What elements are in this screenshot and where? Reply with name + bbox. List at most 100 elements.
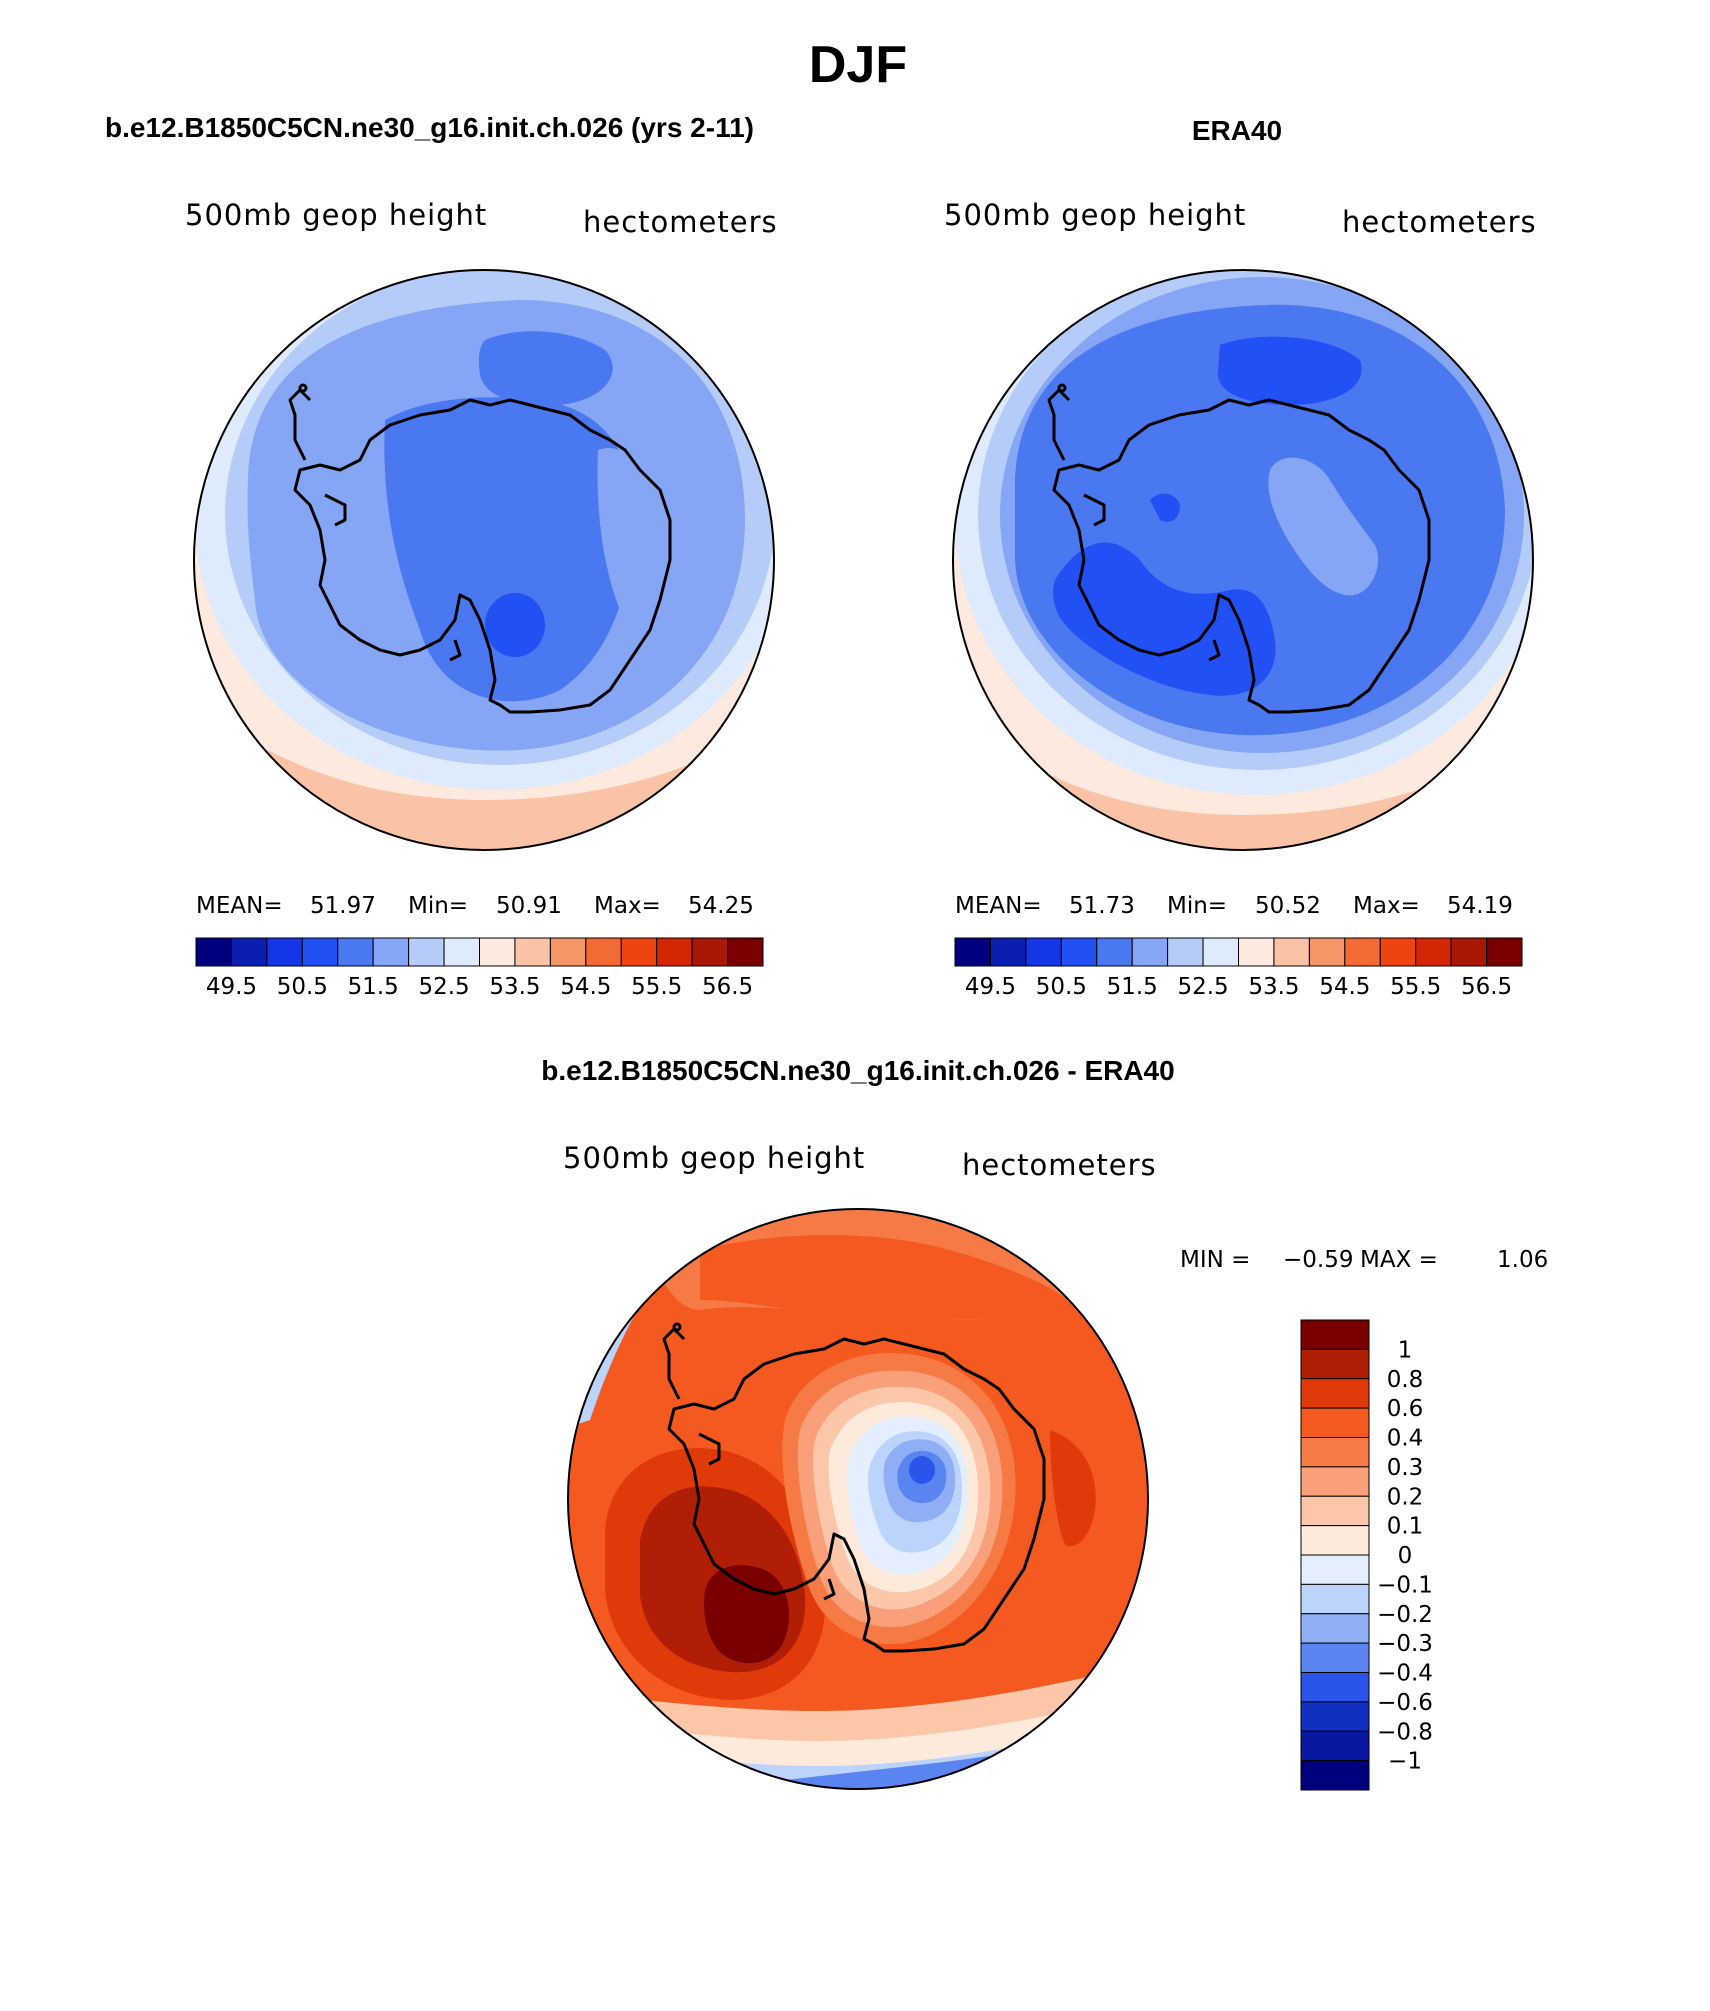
panel-reanalysis-colorbar-swatch	[1273, 937, 1310, 967]
panel-model-colorbar-tick-label: 51.5	[348, 974, 399, 1000]
panel-reanalysis-coastline	[1047, 383, 1431, 714]
panel-difference-map-border	[567, 1208, 1149, 1790]
panel-difference-colorbar-swatch	[1300, 1701, 1370, 1732]
panel-reanalysis-colorbar-tick-label: 52.5	[1177, 974, 1228, 1000]
panel-difference-colorbar-swatch	[1300, 1348, 1370, 1380]
panel-model-colorbar-swatch	[443, 937, 480, 967]
panel-reanalysis-colorbar-swatch	[1167, 937, 1204, 967]
panel-difference-colorbar: 1 0.8 0.6 0.4 0.3 0.2 0.1 0 −0.1 −0.2 −0.3 −0.4 −0.6…	[1300, 1319, 1433, 1791]
panel-model: b.e12.B1850C5CN.ne30_g16.init.ch.026 (yr…	[105, 112, 778, 1000]
panel-model-min-value: 50.91	[496, 893, 562, 919]
panel-reanalysis-max-label: Max=	[1353, 893, 1420, 919]
panel-reanalysis-colorbar-swatch	[1308, 937, 1346, 967]
panel-difference-colorbar-tick-label: −0.1	[1377, 1572, 1433, 1598]
panel-difference-variable-label: 500mb geop height	[563, 1141, 865, 1175]
panel-difference-max-label: MAX =	[1360, 1247, 1438, 1273]
panel-model-min-label: Min=	[408, 893, 468, 919]
panel-reanalysis-colorbar-tick-label: 51.5	[1107, 974, 1158, 1000]
panel-model-colorbar-tick-label: 50.5	[277, 974, 328, 1000]
panel-model-units-label: hectometers	[583, 205, 778, 239]
panel-model-colorbar-swatch	[337, 937, 374, 967]
panel-model-header: b.e12.B1850C5CN.ne30_g16.init.ch.026 (yr…	[105, 112, 754, 143]
panel-difference-min-label: MIN =	[1180, 1247, 1250, 1273]
panel-difference-colorbar-tick-label: 0.1	[1387, 1514, 1424, 1540]
panel-model-colorbar-tick-label: 56.5	[702, 974, 753, 1000]
panel-reanalysis-colorbar-swatch	[1096, 937, 1133, 967]
panel-model-map-border	[193, 269, 775, 851]
panel-difference-coastline	[662, 1322, 1046, 1653]
panel-reanalysis-max-value: 54.19	[1447, 893, 1513, 919]
panel-model-colorbar-tick-label: 52.5	[418, 974, 469, 1000]
panel-model-colorbar-swatch	[230, 937, 268, 967]
panel-difference-colorbar-swatch	[1300, 1466, 1370, 1497]
panel-difference-colorbar-swatch	[1300, 1730, 1370, 1762]
panel-model-coastline	[288, 383, 672, 714]
panel-model-mean-value: 51.97	[310, 893, 376, 919]
panel-difference-colorbar-tick-label: −0.8	[1377, 1719, 1433, 1745]
panel-reanalysis-colorbar-swatch	[1486, 937, 1523, 967]
panel-reanalysis-units-label: hectometers	[1342, 205, 1537, 239]
panel-reanalysis-colorbar-tick-label: 53.5	[1248, 974, 1299, 1000]
panel-reanalysis-colorbar-swatch	[1131, 937, 1169, 967]
panel-reanalysis-map-border	[952, 269, 1534, 851]
panel-model-colorbar-swatch	[372, 937, 410, 967]
panel-model-colorbar-tick-label: 55.5	[631, 974, 682, 1000]
panel-reanalysis-colorbar-swatch	[1238, 937, 1275, 967]
panel-model-max-value: 54.25	[688, 893, 754, 919]
panel-reanalysis-mean-value: 51.73	[1069, 893, 1135, 919]
panel-reanalysis-header: ERA40	[1192, 115, 1282, 146]
panel-reanalysis-colorbar-swatch	[1344, 937, 1381, 967]
panel-model-colorbar-swatch	[266, 937, 303, 967]
panel-difference-map	[568, 1209, 1148, 1789]
panel-reanalysis-min-value: 50.52	[1255, 893, 1321, 919]
panel-model-colorbar-swatch	[656, 937, 693, 967]
panel-reanalysis: ERA40 500mb geop height hectometers MEAN…	[944, 115, 1537, 1000]
panel-model-colorbar-tick-label: 49.5	[206, 974, 257, 1000]
panel-difference-colorbar-swatch	[1300, 1319, 1370, 1350]
panel-reanalysis-colorbar-tick-label: 50.5	[1036, 974, 1087, 1000]
panel-difference-colorbar-swatch	[1300, 1760, 1370, 1791]
panel-model-mean-label: MEAN=	[196, 893, 283, 919]
panel-reanalysis-colorbar-swatch	[1025, 937, 1062, 967]
panel-reanalysis-colorbar-swatch	[954, 937, 991, 967]
panel-model-colorbar-swatch	[408, 937, 445, 967]
panel-difference-colorbar-tick-label: 0.3	[1387, 1455, 1424, 1481]
panel-difference: b.e12.B1850C5CN.ne30_g16.init.ch.026 - E…	[541, 1055, 1548, 1791]
panel-difference-colorbar-tick-label: −0.2	[1377, 1602, 1433, 1628]
panel-difference-colorbar-tick-label: 1	[1398, 1337, 1413, 1363]
panel-model-colorbar-swatch	[620, 937, 658, 967]
panel-reanalysis-colorbar-swatch	[1415, 937, 1452, 967]
panel-reanalysis-colorbar-swatch	[1450, 937, 1488, 967]
panel-reanalysis-colorbar-swatch	[989, 937, 1027, 967]
panel-reanalysis-colorbar-tick-label: 56.5	[1461, 974, 1512, 1000]
figure-title: DJF	[809, 36, 907, 94]
panel-reanalysis-mean-label: MEAN=	[955, 893, 1042, 919]
panel-reanalysis-colorbar-tick-label: 49.5	[965, 974, 1016, 1000]
panel-reanalysis-map	[953, 270, 1533, 850]
panel-model-colorbar-swatch	[195, 937, 232, 967]
panel-model-colorbar-swatch	[514, 937, 551, 967]
panel-difference-header: b.e12.B1850C5CN.ne30_g16.init.ch.026 - E…	[541, 1055, 1174, 1086]
panel-difference-max-value: 1.06	[1497, 1247, 1548, 1273]
panel-model-stats: MEAN= 51.97 Min= 50.91 Max= 54.25	[196, 893, 754, 919]
panel-difference-colorbar-tick-label: −1	[1388, 1749, 1422, 1775]
panel-difference-colorbar-tick-label: 0.2	[1387, 1484, 1424, 1510]
panel-difference-colorbar-swatch	[1300, 1525, 1370, 1556]
panel-difference-colorbar-swatch	[1300, 1554, 1370, 1585]
panel-difference-colorbar-swatch	[1300, 1642, 1370, 1673]
panel-model-colorbar-swatch	[585, 937, 622, 967]
panel-difference-colorbar-tick-label: 0.6	[1387, 1396, 1424, 1422]
panel-model-colorbar: 49.5 50.5 51.5 52.5 53.5 54.5 55.5 56.5	[195, 937, 764, 1000]
panel-reanalysis-min-label: Min=	[1167, 893, 1227, 919]
panel-difference-colorbar-swatch	[1300, 1672, 1370, 1703]
panel-model-max-label: Max=	[594, 893, 661, 919]
panel-model-colorbar-swatch	[549, 937, 587, 967]
panel-difference-colorbar-tick-label: 0.4	[1387, 1426, 1424, 1452]
panel-reanalysis-variable-label: 500mb geop height	[944, 198, 1246, 232]
panel-model-colorbar-swatch	[691, 937, 729, 967]
panel-difference-colorbar-swatch	[1300, 1495, 1370, 1527]
panel-model-colorbar-tick-label: 53.5	[489, 974, 540, 1000]
panel-difference-colorbar-swatch	[1300, 1583, 1370, 1615]
panel-reanalysis-colorbar-tick-label: 55.5	[1390, 974, 1441, 1000]
